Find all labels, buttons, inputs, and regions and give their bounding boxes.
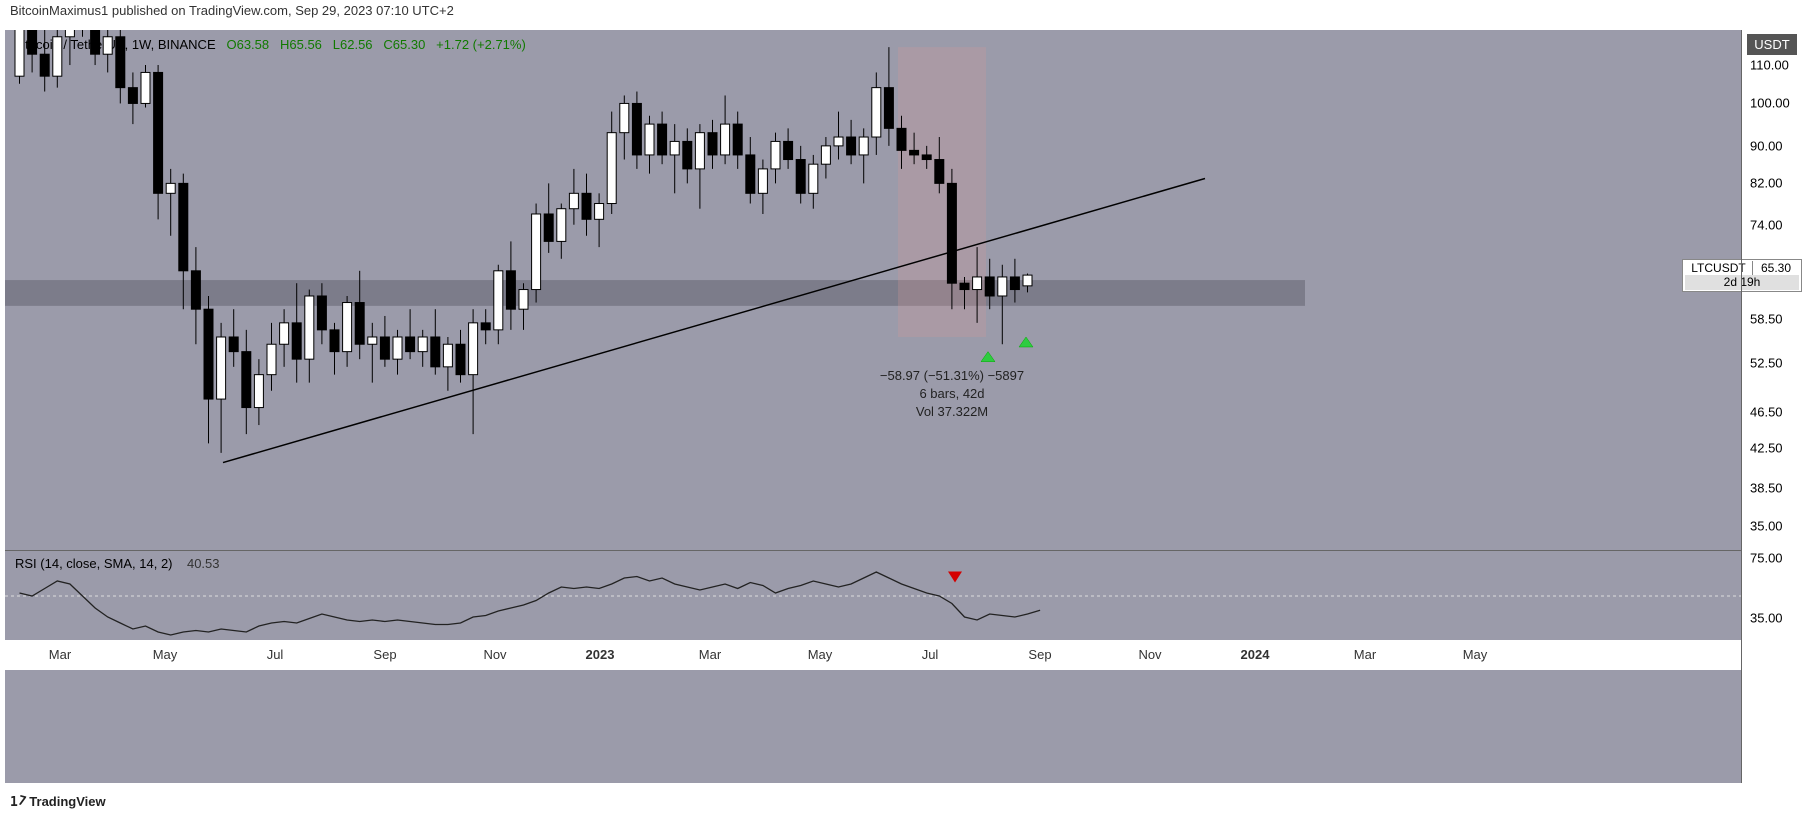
- price-tick: 100.00: [1750, 96, 1790, 111]
- price-tick: 74.00: [1750, 217, 1783, 232]
- price-axis[interactable]: USDT 110.00 100.00 90.00 82.00 74.00 65.30 58.…: [1742, 30, 1802, 783]
- rsi-tick: 35.00: [1750, 610, 1783, 625]
- time-tick: May: [1463, 647, 1488, 662]
- main-price-pane[interactable]: Litecoin / TetherUS, 1W, BINANCE O63.58 …: [5, 30, 1742, 550]
- quote-currency-badge: USDT: [1747, 34, 1797, 55]
- chart-container: Litecoin / TetherUS, 1W, BINANCE O63.58 …: [5, 30, 1802, 783]
- price-tick: 46.50: [1750, 404, 1783, 419]
- price-tick: 52.50: [1750, 355, 1783, 370]
- rsi-pane[interactable]: RSI (14, close, SMA, 14, 2) 40.53: [5, 550, 1742, 642]
- time-tick: Nov: [1138, 647, 1161, 662]
- measure-info: −58.97 (−51.31%) −5897 6 bars, 42d Vol 3…: [862, 367, 1042, 422]
- measure-line-2: 6 bars, 42d: [862, 385, 1042, 403]
- measure-line-1: −58.97 (−51.31%) −5897: [862, 367, 1042, 385]
- pane-border: [1741, 30, 1742, 783]
- rsi-chart: [5, 551, 1742, 641]
- measure-line-3: Vol 37.322M: [862, 403, 1042, 421]
- price-tick: 90.00: [1750, 138, 1783, 153]
- brand-icon: 17: [10, 795, 26, 810]
- time-tick: May: [808, 647, 833, 662]
- price-tick: 38.50: [1750, 480, 1783, 495]
- time-tick: Jul: [922, 647, 939, 662]
- time-tick: Mar: [1354, 647, 1376, 662]
- time-tick: Mar: [49, 647, 71, 662]
- quote-currency: USDT: [1754, 37, 1789, 52]
- price-tick: 82.00: [1750, 176, 1783, 191]
- price-tick: 35.00: [1750, 519, 1783, 534]
- last-price-countdown: 2d 19h: [1685, 275, 1799, 289]
- time-tick: Sep: [373, 647, 396, 662]
- time-tick: May: [153, 647, 178, 662]
- brand-text: TradingView: [29, 794, 105, 809]
- publish-text: BitcoinMaximus1 published on TradingView…: [10, 3, 454, 18]
- price-tick: 110.00: [1750, 58, 1789, 73]
- time-tick: 2024: [1241, 647, 1270, 662]
- last-price-symbol: LTCUSDT: [1685, 261, 1753, 275]
- brand-footer: 17 TradingView: [10, 794, 106, 810]
- time-axis: Mar May Jul Sep Nov 2023 Mar May Jul Sep Nov 2024 Ma…: [5, 640, 1742, 670]
- last-price-value: 65.30: [1753, 261, 1799, 275]
- price-tick: 42.50: [1750, 441, 1783, 456]
- candlestick-chart: [5, 30, 1742, 550]
- rsi-tick: 75.00: [1750, 550, 1783, 565]
- time-tick: 2023: [586, 647, 615, 662]
- price-tick: 58.50: [1750, 312, 1783, 327]
- time-tick: Mar: [699, 647, 721, 662]
- last-price-tag: LTCUSDT65.302d 19h: [1682, 259, 1802, 292]
- time-tick: Sep: [1028, 647, 1051, 662]
- time-tick: Jul: [267, 647, 284, 662]
- time-tick: Nov: [483, 647, 506, 662]
